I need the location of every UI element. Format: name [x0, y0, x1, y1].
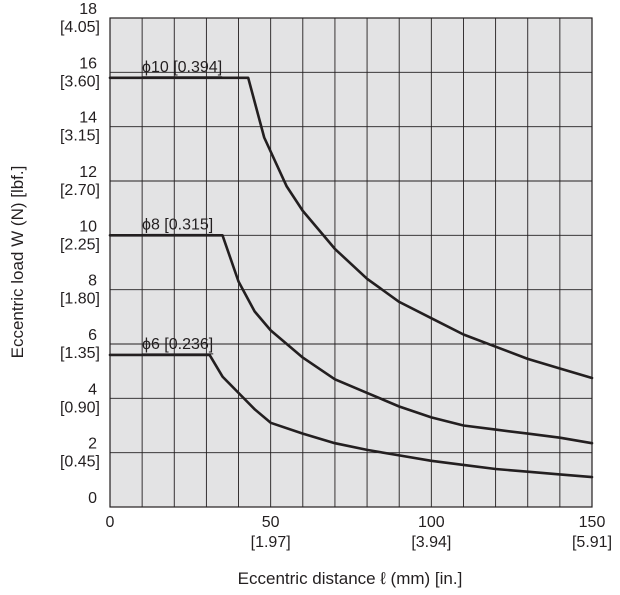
x-tick-label: 50	[262, 514, 280, 531]
y-tick-label: 2	[88, 436, 97, 453]
series-line-1	[108, 234, 594, 445]
series-line-2	[108, 353, 594, 479]
y-tick-label: 16	[79, 55, 97, 72]
y-tick-label-lbf: [1.35]	[60, 345, 100, 362]
series-lines	[108, 76, 594, 479]
y-axis-label: Eccentric load W (N) [lbf.]	[8, 166, 27, 359]
y-tick-label: 14	[79, 110, 97, 127]
y-tick-label-lbf: [3.60]	[60, 73, 100, 90]
x-tick-label: 0	[106, 514, 115, 531]
grid	[109, 17, 593, 508]
series-label-1: ϕ8 [0.315]	[142, 216, 213, 233]
y-tick-label-lbf: [3.15]	[60, 128, 100, 145]
y-tick-label: 18	[79, 1, 97, 18]
x-tick-label: 150	[579, 514, 606, 531]
series-label-2: ϕ6 [0.236]	[142, 336, 213, 353]
series-label-0: ϕ10 [0.394]	[142, 59, 222, 76]
y-tick-label: 0	[88, 490, 97, 507]
y-tick-label-lbf: [2.25]	[60, 236, 100, 253]
y-tick-label: 6	[88, 327, 97, 344]
x-tick-label-inch: [3.94]	[411, 534, 451, 551]
series-line-0	[108, 76, 594, 380]
x-axis-ticks: 0 50 [1.97] 100 [3.94] 150 [5.91]	[106, 514, 612, 551]
y-tick-label-lbf: [0.90]	[60, 399, 100, 416]
x-tick-label-inch: [5.91]	[572, 534, 612, 551]
y-tick-label-lbf: [1.80]	[60, 291, 100, 308]
y-tick-label-lbf: [2.70]	[60, 182, 100, 199]
x-tick-label: 100	[418, 514, 445, 531]
y-tick-label-lbf: [4.05]	[60, 19, 100, 36]
y-tick-label: 8	[88, 273, 97, 290]
y-tick-label: 4	[88, 381, 97, 398]
x-axis-label: Eccentric distance ℓ (mm) [in.]	[238, 569, 463, 588]
series-labels: ϕ10 [0.394] ϕ8 [0.315] ϕ6 [0.236]	[142, 59, 223, 355]
x-tick-label-inch: [1.97]	[251, 534, 291, 551]
y-tick-label-lbf: [0.45]	[60, 454, 100, 471]
y-axis-ticks: 02[0.45]4[0.90]6[1.35]8[1.80]10[2.25]12[…	[60, 1, 100, 507]
y-tick-label: 10	[79, 218, 97, 235]
y-tick-label: 12	[79, 164, 97, 181]
